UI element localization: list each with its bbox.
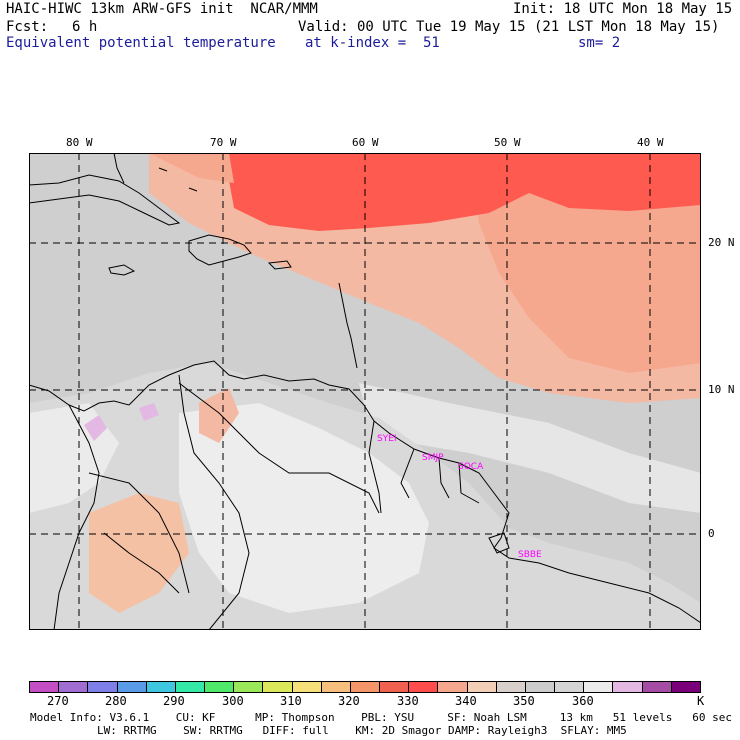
colorbar-swatch [263, 682, 293, 692]
colorbar-tick: 330 [397, 694, 419, 708]
colorbar-swatch [175, 682, 206, 692]
theta-e-band-355 [359, 383, 701, 513]
colorbar-swatch [117, 682, 147, 692]
colorbar-swatch [59, 682, 89, 692]
colorbar-tick: 320 [338, 694, 360, 708]
station-label: SOCA [458, 462, 484, 472]
colorbar-swatch [496, 682, 526, 692]
colorbar-tick: 270 [47, 694, 69, 708]
lat-label-20n: 20 N [708, 236, 735, 249]
colorbar-swatch [642, 682, 672, 692]
colorbar-swatch [88, 682, 118, 692]
theta-e-cold-patch [139, 403, 159, 421]
lat-label-10n: 10 N [708, 383, 735, 396]
model-info-line2: LW: RRTMG SW: RRTMG DIFF: full KM: 2D Sm… [97, 724, 627, 737]
theta-e-lake-warm [199, 388, 239, 443]
colorbar-swatch [380, 682, 410, 692]
forecast-label: Fcst: [6, 19, 49, 35]
map-frame [29, 153, 701, 630]
colorbar-unit: K [697, 694, 705, 708]
colorbar [29, 681, 701, 693]
station-label: SMJP [422, 453, 444, 463]
colorbar-swatch [30, 682, 60, 692]
model-info-line1: Model Info: V3.6.1 CU: KF MP: Thompson P… [30, 711, 732, 724]
level-label: at k-index = 51 [305, 35, 440, 51]
colorbar-tick: 280 [105, 694, 127, 708]
station-label: SBBE [518, 550, 542, 560]
colorbar-swatch [584, 682, 614, 692]
theta-e-band-360 [179, 403, 429, 613]
colorbar-tick: 340 [455, 694, 477, 708]
colorbar-tick: 310 [280, 694, 302, 708]
colorbar-swatch [671, 682, 700, 692]
valid-time: Valid: 00 UTC Tue 19 May 15 (21 LST Mon … [298, 19, 720, 35]
smoothing-label: sm= 2 [578, 35, 621, 51]
coastlines [29, 153, 701, 630]
colorbar-swatch [321, 682, 351, 692]
map-panel: SYEI SMJP SOCA SBBE [29, 153, 701, 630]
colorbar-swatch [525, 682, 556, 692]
theta-e-cold-patch [84, 415, 107, 441]
station-label: SYEI [377, 434, 397, 444]
colorbar-swatch [438, 682, 468, 692]
graticule [29, 153, 701, 630]
lon-label-70w: 70 W [210, 136, 237, 149]
colorbar-swatch [409, 682, 439, 692]
colorbar-swatch [350, 682, 381, 692]
colorbar-swatch [234, 682, 264, 692]
field-name: Equivalent potential temperature [6, 35, 276, 51]
colorbar-swatch [467, 682, 497, 692]
theta-e-map: SYEI SMJP SOCA SBBE [29, 153, 701, 630]
colorbar-tick: 360 [572, 694, 594, 708]
forecast-hour: 6 h [72, 19, 98, 35]
colorbar-tick: 350 [513, 694, 535, 708]
colorbar-swatch [205, 682, 235, 692]
plot-title: HAIC-HIWC 13km ARW-GFS init NCAR/MMM [6, 1, 318, 17]
colorbar-swatch [613, 682, 643, 692]
colorbar-swatch [292, 682, 322, 692]
colorbar-swatch [146, 682, 176, 692]
lon-label-50w: 50 W [494, 136, 521, 149]
lon-label-40w: 40 W [637, 136, 664, 149]
lat-label-equator: 0 [708, 527, 715, 540]
lon-label-80w: 80 W [66, 136, 93, 149]
init-time: Init: 18 UTC Mon 18 May 15 [513, 1, 733, 17]
theta-e-band-330 [224, 153, 701, 231]
colorbar-tick: 290 [163, 694, 185, 708]
lon-label-60w: 60 W [352, 136, 379, 149]
colorbar-swatch [555, 682, 585, 692]
colorbar-tick: 300 [222, 694, 244, 708]
theta-e-band-340-west [149, 153, 234, 183]
